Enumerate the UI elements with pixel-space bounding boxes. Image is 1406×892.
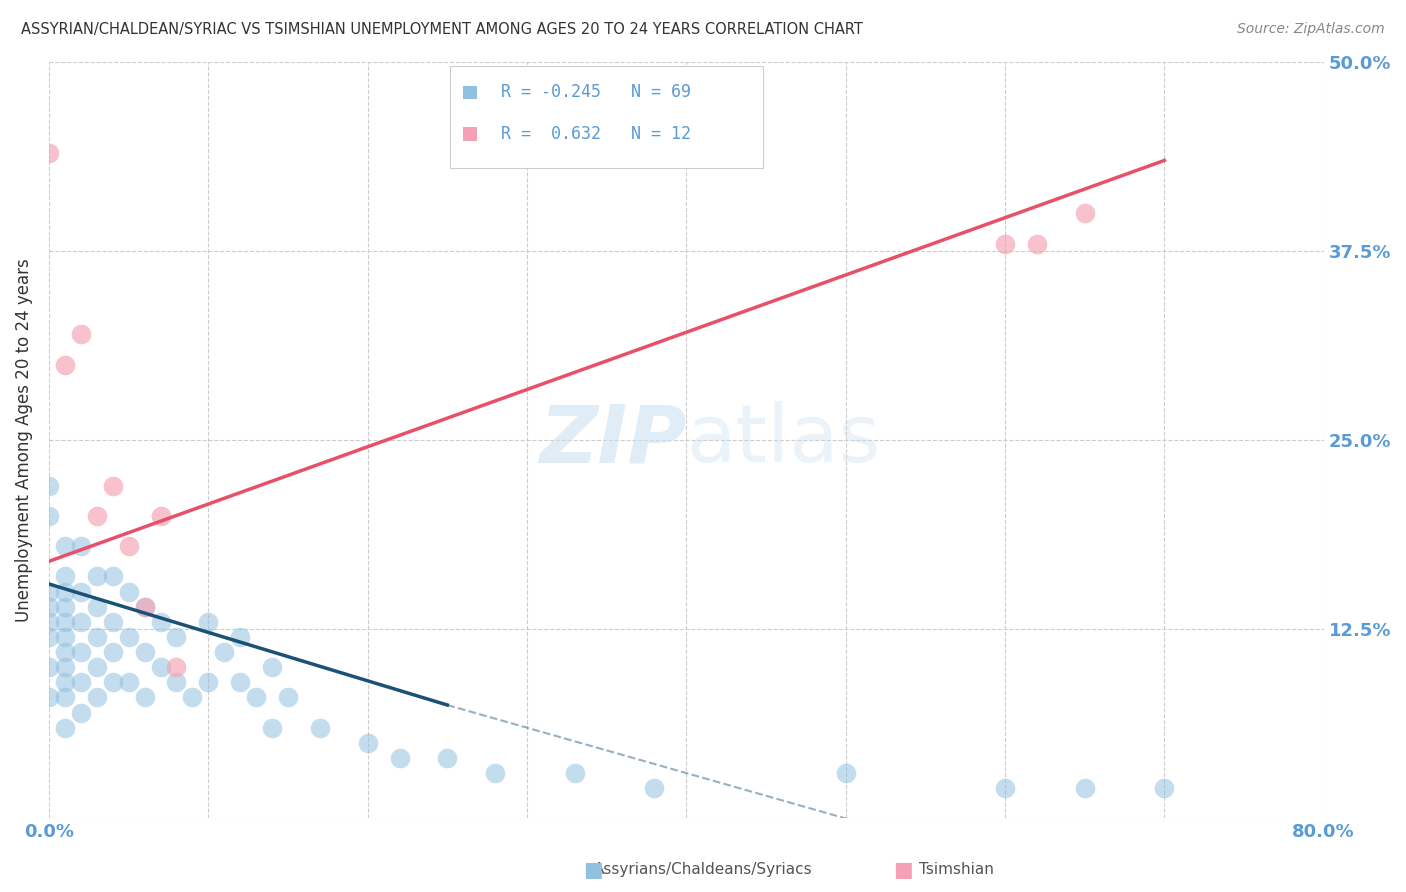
Point	[53, 675, 76, 690]
Point	[53, 721, 76, 735]
Point	[101, 675, 124, 690]
Point	[53, 615, 76, 629]
Point	[86, 660, 108, 674]
Point	[134, 690, 156, 705]
Point	[643, 781, 665, 796]
Text: ASSYRIAN/CHALDEAN/SYRIAC VS TSIMSHIAN UNEMPLOYMENT AMONG AGES 20 TO 24 YEARS COR: ASSYRIAN/CHALDEAN/SYRIAC VS TSIMSHIAN UN…	[21, 22, 863, 37]
Point	[260, 721, 283, 735]
Point	[69, 539, 91, 553]
Point	[38, 599, 60, 614]
Point	[308, 721, 330, 735]
Text: R = -0.245   N = 69: R = -0.245 N = 69	[502, 83, 692, 102]
Point	[165, 630, 187, 644]
Point	[197, 615, 219, 629]
Text: Assyrians/Chaldeans/Syriacs: Assyrians/Chaldeans/Syriacs	[593, 863, 813, 877]
Text: R =  0.632   N = 12: R = 0.632 N = 12	[502, 125, 692, 143]
Point	[38, 478, 60, 492]
Point	[149, 660, 172, 674]
Point	[165, 675, 187, 690]
Point	[1073, 206, 1095, 220]
Point	[229, 675, 252, 690]
Y-axis label: Unemployment Among Ages 20 to 24 years: Unemployment Among Ages 20 to 24 years	[15, 259, 32, 623]
Text: ZIP: ZIP	[538, 401, 686, 479]
Point	[38, 630, 60, 644]
Point	[117, 630, 139, 644]
Text: ■: ■	[893, 860, 912, 880]
Text: ■: ■	[583, 860, 603, 880]
Point	[86, 599, 108, 614]
FancyBboxPatch shape	[450, 66, 763, 168]
Point	[53, 539, 76, 553]
Point	[149, 615, 172, 629]
Point	[994, 781, 1017, 796]
Text: atlas: atlas	[686, 401, 880, 479]
Point	[53, 660, 76, 674]
Point	[53, 358, 76, 372]
Text: Tsimshian: Tsimshian	[918, 863, 994, 877]
Point	[181, 690, 204, 705]
FancyBboxPatch shape	[463, 86, 477, 99]
Point	[101, 645, 124, 659]
Point	[1073, 781, 1095, 796]
Point	[69, 615, 91, 629]
Point	[149, 508, 172, 523]
Point	[53, 599, 76, 614]
Point	[356, 736, 378, 750]
Point	[117, 584, 139, 599]
Point	[86, 569, 108, 583]
Point	[69, 706, 91, 720]
Point	[1025, 236, 1047, 251]
Point	[101, 615, 124, 629]
Point	[834, 766, 856, 780]
Point	[69, 645, 91, 659]
Point	[53, 630, 76, 644]
Text: Source: ZipAtlas.com: Source: ZipAtlas.com	[1237, 22, 1385, 37]
Point	[38, 584, 60, 599]
Point	[229, 630, 252, 644]
Point	[212, 645, 235, 659]
Point	[86, 508, 108, 523]
Point	[277, 690, 299, 705]
Point	[197, 675, 219, 690]
Point	[53, 569, 76, 583]
Point	[86, 690, 108, 705]
Point	[38, 660, 60, 674]
Point	[134, 599, 156, 614]
Point	[69, 327, 91, 342]
Point	[165, 660, 187, 674]
Point	[245, 690, 267, 705]
Point	[69, 584, 91, 599]
Point	[484, 766, 506, 780]
Point	[388, 751, 411, 765]
Point	[134, 599, 156, 614]
Point	[38, 145, 60, 160]
Point	[53, 690, 76, 705]
Point	[994, 236, 1017, 251]
Point	[260, 660, 283, 674]
Point	[117, 675, 139, 690]
Point	[134, 645, 156, 659]
Point	[53, 645, 76, 659]
Point	[38, 508, 60, 523]
Point	[38, 690, 60, 705]
FancyBboxPatch shape	[463, 128, 477, 141]
Point	[53, 584, 76, 599]
Point	[1153, 781, 1175, 796]
Point	[86, 630, 108, 644]
Point	[101, 478, 124, 492]
Point	[101, 569, 124, 583]
Point	[564, 766, 586, 780]
Point	[117, 539, 139, 553]
Point	[69, 675, 91, 690]
Point	[436, 751, 458, 765]
Point	[38, 615, 60, 629]
